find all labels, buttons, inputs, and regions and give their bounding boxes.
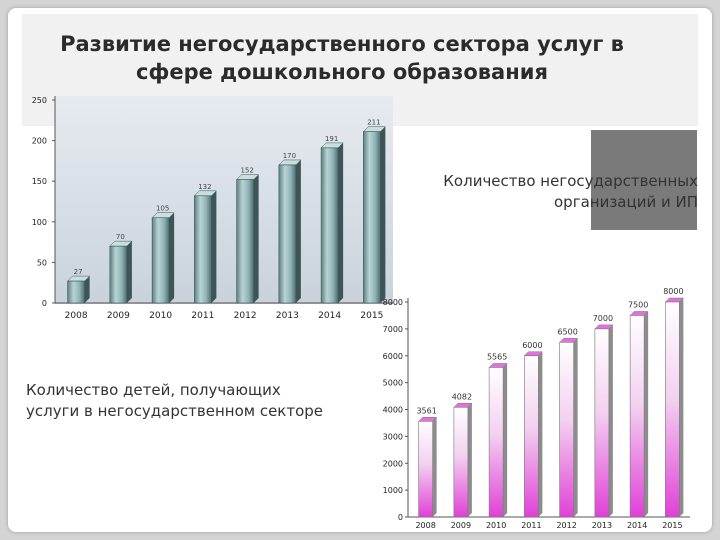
chart2-bar-side bbox=[608, 324, 613, 517]
chart2-x-tick-label: 2015 bbox=[662, 521, 682, 530]
chart1-bar bbox=[194, 195, 212, 304]
slide: Развитие негосударственного сектора услу… bbox=[8, 8, 712, 532]
chart1-x-tick-label: 2015 bbox=[360, 311, 383, 321]
chart2-data-label: 6000 bbox=[522, 341, 542, 350]
chart2-bar-side bbox=[679, 298, 684, 517]
chart1-y-tick-label: 250 bbox=[32, 96, 47, 105]
chart1-bar-side bbox=[253, 174, 259, 303]
chart2-bar bbox=[594, 328, 610, 518]
chart2-data-label: 7000 bbox=[593, 314, 613, 323]
chart1-bar-side bbox=[295, 159, 301, 303]
chart2-data-label: 6500 bbox=[557, 327, 577, 336]
chart2-y-tick-label: 3000 bbox=[383, 432, 403, 441]
chart1-data-label: 170 bbox=[283, 152, 296, 160]
chart1-bar-side bbox=[84, 276, 90, 303]
chart2-y-tick-label: 6000 bbox=[383, 352, 403, 361]
chart2-x-tick-label: 2010 bbox=[486, 521, 506, 530]
chart1-y-tick-label: 200 bbox=[32, 137, 47, 146]
chart1-bar-side bbox=[126, 241, 132, 303]
chart2-x-tick-label: 2014 bbox=[627, 521, 647, 530]
chart1-x-tick-label: 2008 bbox=[65, 311, 88, 321]
chart2-bar bbox=[453, 406, 469, 518]
chart1-y-tick-label: 100 bbox=[32, 218, 47, 227]
chart2-bar-side bbox=[503, 363, 508, 517]
chart1-y-tick-label: 150 bbox=[32, 177, 47, 186]
chart1-bar bbox=[67, 280, 85, 304]
chart2-plot-background bbox=[408, 300, 695, 519]
chart1-bar-side bbox=[211, 190, 217, 303]
title-line-2: сфере дошкольного образования bbox=[136, 60, 548, 84]
slide-title: Развитие негосударственного сектора услу… bbox=[22, 30, 662, 86]
chart1-data-label: 132 bbox=[198, 183, 211, 191]
chart2-bar bbox=[629, 315, 645, 518]
chart2-y-tick-label: 4000 bbox=[383, 406, 403, 415]
chart1-bar bbox=[278, 164, 297, 304]
chart1-data-label: 27 bbox=[74, 268, 83, 276]
chart1-y-tick-label: 50 bbox=[37, 258, 47, 267]
chart1-bar-side bbox=[380, 126, 386, 303]
chart1-x-tick-label: 2012 bbox=[234, 311, 257, 321]
chart1-bar bbox=[151, 217, 170, 304]
chart1-x-tick-label: 2010 bbox=[149, 311, 172, 321]
organizations-label-line-2: организаций и ИП bbox=[554, 193, 698, 211]
chart1-data-label: 105 bbox=[156, 205, 169, 213]
chart1-data-label: 191 bbox=[325, 135, 338, 143]
children-label-line-2: услуги в негосударственном секторе bbox=[26, 402, 324, 420]
chart2-y-tick-label: 2000 bbox=[383, 459, 403, 468]
chart1-bar bbox=[363, 131, 381, 304]
chart1-x-tick-label: 2013 bbox=[276, 311, 299, 321]
chart2-bar bbox=[488, 367, 504, 518]
chart1-bar-side bbox=[169, 212, 175, 303]
organizations-label: Количество негосударственных организаций… bbox=[408, 171, 698, 213]
organizations-label-line-1: Количество негосударственных bbox=[443, 172, 698, 190]
chart2-bar bbox=[418, 420, 433, 518]
chart2-data-label: 7500 bbox=[628, 300, 648, 309]
chart1-bar bbox=[236, 179, 254, 304]
chart1-data-label: 70 bbox=[116, 233, 125, 241]
children-label: Количество детей, получающих услуги в не… bbox=[26, 380, 366, 422]
chart1-x-tick-label: 2009 bbox=[107, 311, 130, 321]
chart2-data-label: 5565 bbox=[487, 352, 507, 361]
title-line-1: Развитие негосударственного сектора услу… bbox=[60, 32, 624, 56]
chart2-bar-side bbox=[644, 311, 649, 517]
chart1-x-tick-label: 2011 bbox=[191, 311, 214, 321]
chart2-bar-side bbox=[432, 417, 437, 517]
chart2-bar bbox=[524, 355, 539, 518]
chart2-x-tick-label: 2012 bbox=[556, 521, 576, 530]
chart2-bar-side bbox=[573, 338, 578, 517]
chart1-bar bbox=[320, 147, 339, 304]
chart2-bar bbox=[559, 342, 574, 518]
chart2-x-tick-label: 2013 bbox=[592, 521, 612, 530]
chart2-x-tick-label: 2011 bbox=[521, 521, 541, 530]
chart1-bar-side bbox=[338, 142, 344, 303]
chart2-bar-side bbox=[467, 403, 472, 517]
chart2-y-tick-label: 7000 bbox=[383, 325, 403, 334]
chart2-y-tick-label: 5000 bbox=[383, 379, 403, 388]
chart1-x-tick-label: 2014 bbox=[318, 311, 341, 321]
chart1-data-label: 211 bbox=[367, 119, 380, 127]
chart2-data-label: 4082 bbox=[452, 392, 472, 401]
chart1-data-label: 152 bbox=[240, 167, 253, 175]
chart2-y-tick-label: 8000 bbox=[383, 298, 403, 307]
chart2-data-label: 8000 bbox=[663, 287, 683, 296]
chart2-bar bbox=[665, 301, 680, 518]
chart2-data-label: 3561 bbox=[416, 406, 436, 415]
chart2-y-tick-label: 0 bbox=[398, 513, 403, 522]
chart2-bar-side bbox=[538, 351, 543, 517]
chart1-bar bbox=[109, 245, 128, 304]
chart2-x-tick-label: 2009 bbox=[451, 521, 471, 530]
children-label-line-1: Количество детей, получающих bbox=[26, 381, 281, 399]
chart1-y-tick-label: 0 bbox=[42, 299, 47, 308]
chart2-x-tick-label: 2008 bbox=[415, 521, 435, 530]
chart2-y-tick-label: 1000 bbox=[383, 486, 403, 495]
gray-box bbox=[591, 130, 697, 230]
